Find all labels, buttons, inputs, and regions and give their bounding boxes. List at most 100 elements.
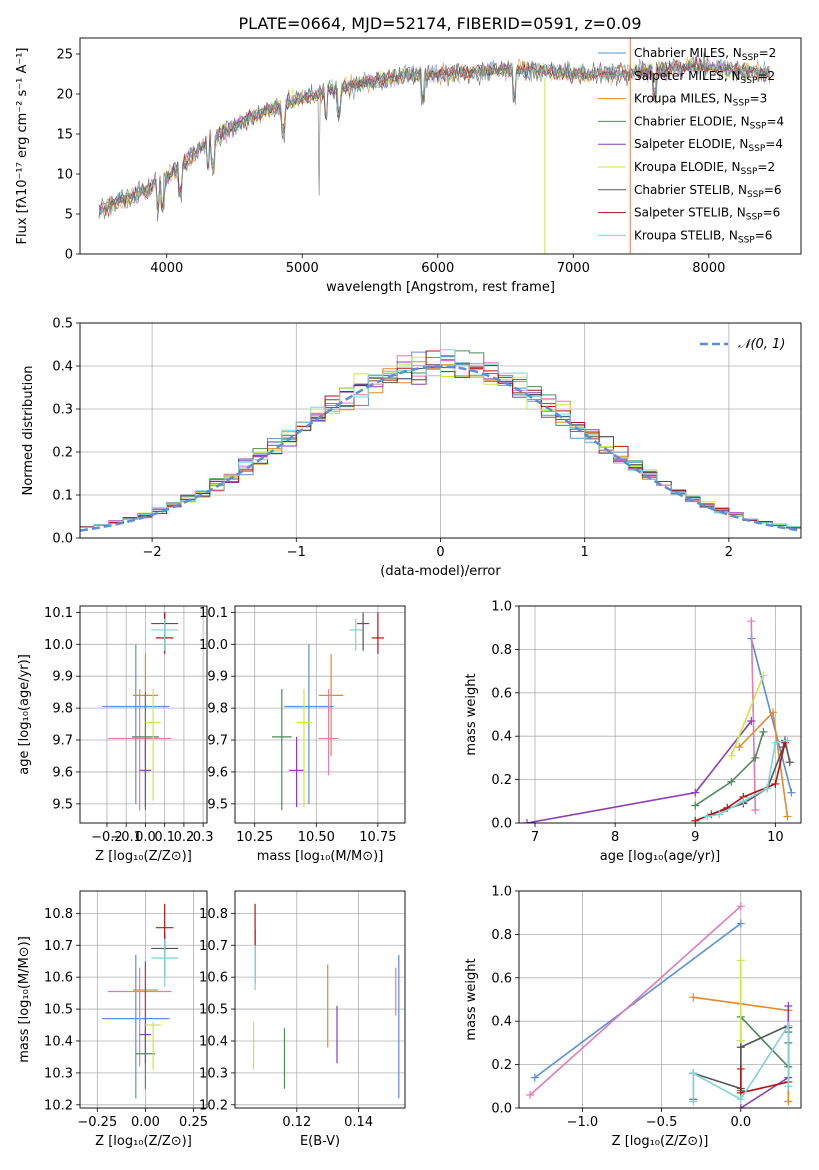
- weight-point-marker: [689, 1097, 698, 1106]
- weight-series-group: [526, 902, 745, 1099]
- grid-lines: [80, 891, 207, 1108]
- y-tick-label: 10.1: [44, 606, 73, 621]
- y-tick-label: 9.6: [207, 765, 228, 780]
- y-tick-label: 9.9: [52, 670, 73, 685]
- y-tick-label: 10.5: [44, 1003, 73, 1018]
- y-tick-label: 9.9: [207, 670, 228, 685]
- y-tick-label: 0.6: [491, 971, 512, 986]
- weight-point-marker: [691, 788, 700, 797]
- weight-series-group: [736, 1023, 793, 1097]
- ticks: −2 −1 0 1 2 0.0 0.1 0.2 0.3 0.4 0.5: [52, 317, 733, 561]
- y-tick-label: 10.4: [199, 1034, 228, 1049]
- weight-point-marker: [784, 1002, 793, 1011]
- x-tick-label: 0.14: [344, 1115, 373, 1130]
- weight-point-marker: [703, 812, 712, 821]
- legend-entry: Kroupa ELODIE, NSSP=2: [634, 160, 775, 177]
- legend-entry: Salpeter STELIB, NSSP=6: [634, 206, 780, 223]
- error-bar-point: [107, 688, 172, 811]
- weight-point-marker: [763, 784, 772, 793]
- y-tick-label: 10.1: [199, 606, 228, 621]
- y-tick-label: 9.8: [52, 702, 73, 717]
- weight-series-group: [530, 919, 745, 1082]
- ticks: −0.25 0.00 0.25 10.2 10.3 10.4 10.5 10.6 10.7 10.…: [44, 907, 208, 1130]
- weight-point-marker: [784, 1082, 793, 1091]
- weight-vs-metallicity-panel: −1.0 −0.5 0.0 0.0 0.2 0.4 0.6 0.8 1.0 Z [log₁₀(Z/…: [464, 885, 802, 1149]
- y-tick-label: 0.3: [52, 403, 73, 418]
- weight-point-marker: [771, 779, 780, 788]
- y-tick-label: 0.2: [491, 773, 512, 788]
- y-tick-label: 10.6: [199, 971, 228, 986]
- error-bars: [271, 612, 385, 811]
- error-bar-point: [139, 961, 152, 1064]
- legend-entry: Chabrier STELIB, NSSP=6: [634, 183, 782, 200]
- y-tick-label: 9.5: [207, 797, 228, 812]
- y-axis-label: mass weight: [464, 958, 479, 1040]
- x-axis-label: wavelength [Angstrom, rest frame]: [326, 280, 555, 295]
- weight-point-marker: [759, 727, 768, 736]
- y-tick-label: 0.6: [491, 686, 512, 701]
- error-bar-point: [151, 938, 179, 987]
- y-tick-label: 9.7: [52, 734, 73, 749]
- y-axis-label: mass [log₁₀(M/M⊙)]: [17, 936, 32, 1063]
- axes-frame: [234, 605, 406, 824]
- x-tick-label: 10.75: [359, 830, 396, 845]
- y-tick-label: 9.7: [207, 734, 228, 749]
- y-tick-label: 10: [56, 168, 73, 183]
- ticks: 0.12 0.14 10.2 10.3 10.4 10.5 10.6 10.7 10.8: [199, 907, 373, 1130]
- y-tick-label: 0.4: [491, 730, 512, 745]
- error-bar-point: [318, 688, 339, 776]
- weight-point-marker: [727, 777, 736, 786]
- weight-series-line: [750, 638, 793, 793]
- error-bar-point: [349, 618, 362, 651]
- y-tick-label: 0.8: [491, 928, 512, 943]
- weight-point-marker: [526, 1090, 535, 1099]
- error-bar-point: [102, 644, 170, 804]
- weight-point-marker: [747, 617, 756, 626]
- x-tick-label: 0.2: [174, 830, 195, 845]
- x-tick-label: 8000: [692, 261, 725, 276]
- weight-point-marker: [736, 902, 745, 911]
- x-axis-label: Z [log₁₀(Z/Z⊙)]: [95, 1134, 192, 1149]
- y-tick-label: 10.7: [199, 939, 228, 954]
- x-tick-label: 0.1: [154, 830, 175, 845]
- weight-point-marker: [783, 812, 792, 821]
- weight-series-line: [711, 740, 791, 816]
- error-bar-point: [356, 612, 370, 651]
- x-tick-label: −1: [287, 545, 306, 560]
- spectrum-lines: [98, 38, 771, 254]
- x-tick-label: 7: [531, 830, 539, 845]
- y-tick-label: 0.0: [52, 532, 73, 547]
- x-tick-label: −2: [143, 545, 162, 560]
- weight-vs-age-panel: 7 8 9 10 0.0 0.2 0.4 0.6 0.8 1.0 age [log₁₀(age/yr…: [464, 600, 802, 864]
- y-tick-label: 10.0: [44, 638, 73, 653]
- error-bar-point: [145, 688, 161, 801]
- y-tick-label: 0.8: [491, 643, 512, 658]
- weight-point-marker: [691, 801, 700, 810]
- x-axis-label: Z [log₁₀(Z/Z⊙)]: [612, 1134, 709, 1149]
- x-tick-label: 10.25: [236, 830, 273, 845]
- x-tick-label: 8: [611, 830, 619, 845]
- spectrum-data-line: [98, 52, 770, 222]
- axes-frame: [518, 605, 802, 824]
- y-axis-label: Flux [fλ10⁻¹⁷ erg cm⁻² s⁻¹ A⁻¹]: [15, 48, 30, 245]
- x-tick-label: 0: [436, 545, 444, 560]
- axes-frame: [518, 890, 802, 1109]
- weight-series-line: [730, 675, 765, 756]
- y-tick-label: 9.6: [52, 765, 73, 780]
- error-bar-point: [296, 688, 312, 808]
- weight-series-group: [735, 708, 792, 821]
- weight-point-marker: [784, 1021, 793, 1030]
- weight-point-marker: [768, 708, 777, 717]
- y-tick-label: 10.0: [199, 638, 228, 653]
- x-tick-label: 10: [767, 830, 784, 845]
- mass-vs-ebv-panel: 0.12 0.14 10.2 10.3 10.4 10.5 10.6 10.7 10.8 E(B-…: [199, 890, 406, 1149]
- y-tick-label: 20: [56, 88, 73, 103]
- y-tick-label: 0: [65, 248, 73, 263]
- error-bars: [252, 903, 400, 1099]
- weight-point-marker: [771, 738, 780, 747]
- y-tick-label: 10.3: [199, 1066, 228, 1081]
- x-tick-label: −0.1: [110, 830, 142, 845]
- y-tick-label: 10.3: [44, 1066, 73, 1081]
- weight-point-marker: [736, 919, 745, 928]
